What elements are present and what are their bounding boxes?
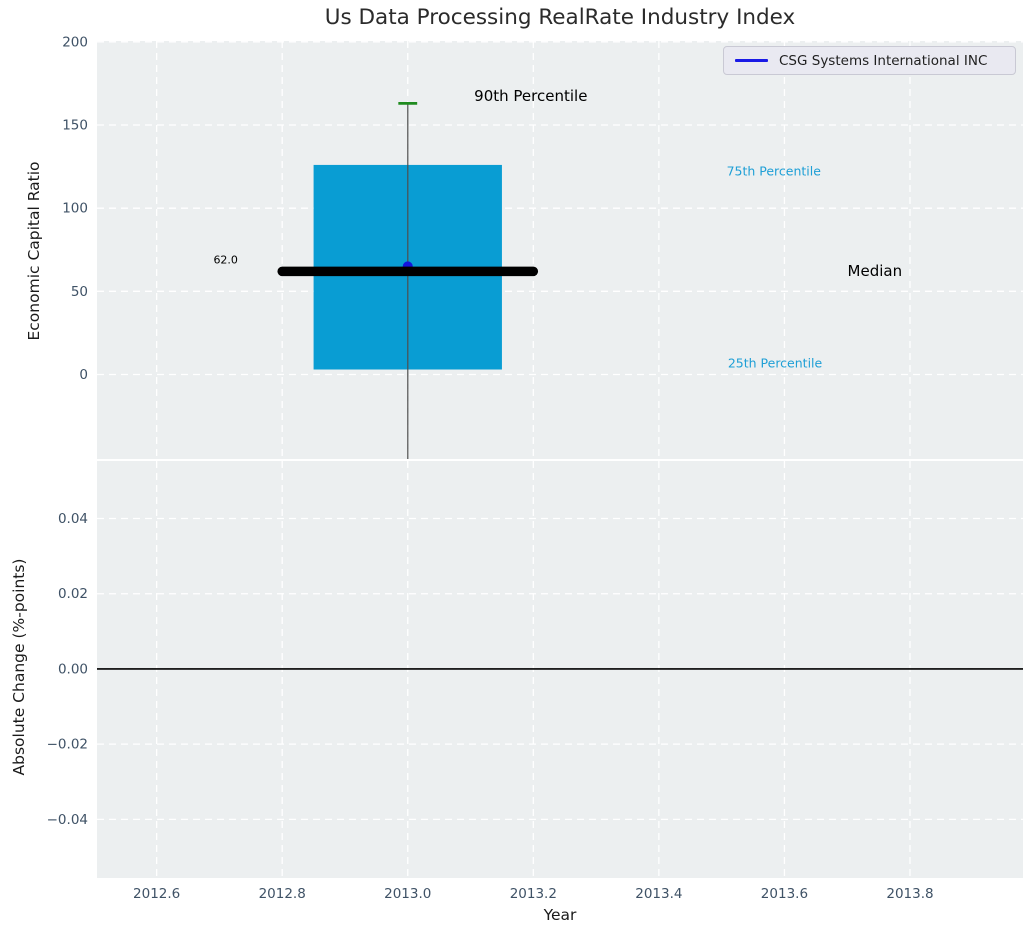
top-y-tick-label: 0 xyxy=(79,367,88,383)
bottom-y-tick-label: −0.02 xyxy=(47,737,88,753)
top-plot-area xyxy=(97,41,1023,459)
legend-label: CSG Systems International INC xyxy=(779,52,988,69)
x-tick-label: 2013.0 xyxy=(384,886,431,902)
x-tick-label: 2013.6 xyxy=(761,886,808,902)
legend: CSG Systems International INC xyxy=(723,46,1016,75)
x-axis-label: Year xyxy=(543,906,577,924)
chart-title: Us Data Processing RealRate Industry Ind… xyxy=(324,5,796,30)
top-y-tick-label: 200 xyxy=(62,34,88,50)
x-tick-label: 2013.4 xyxy=(635,886,682,902)
legend-line-swatch xyxy=(735,59,768,62)
bottom-y-axis-label: Absolute Change (%-points) xyxy=(10,558,28,776)
x-tick-label: 2013.8 xyxy=(886,886,933,902)
x-tick-label: 2013.2 xyxy=(510,886,557,902)
bottom-y-tick-label: 0.00 xyxy=(58,661,88,677)
top-y-axis-label: Economic Capital Ratio xyxy=(25,161,43,341)
bottom-y-tick-label: −0.04 xyxy=(47,812,88,828)
bottom-y-tick-label: 0.04 xyxy=(58,511,88,527)
top-y-tick-label: 150 xyxy=(62,117,88,133)
x-tick-label: 2012.8 xyxy=(259,886,306,902)
x-tick-label: 2012.6 xyxy=(133,886,180,902)
top-y-tick-label: 50 xyxy=(71,284,88,300)
bottom-y-tick-label: 0.02 xyxy=(58,586,88,602)
top-y-tick-label: 100 xyxy=(62,201,88,217)
